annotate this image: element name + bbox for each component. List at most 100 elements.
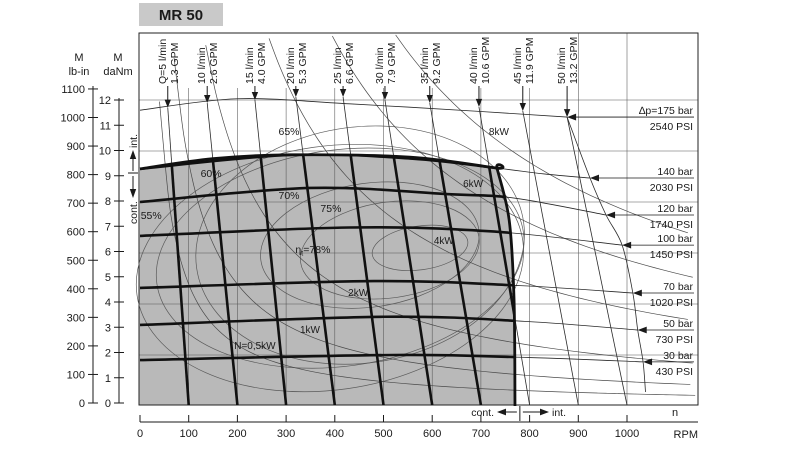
flow-arrow-head xyxy=(292,88,300,97)
lbin-tick-label: 900 xyxy=(67,141,85,153)
danm-tick-label: 9 xyxy=(105,171,111,183)
axis-header-danm-unit: daNm xyxy=(103,66,132,78)
pressure-label-psi: 730 PSI xyxy=(656,334,693,346)
flow-arrow-head xyxy=(519,102,526,111)
axis-header-lbin-m: M xyxy=(74,52,83,64)
power-label: 6kW xyxy=(463,179,484,190)
x-tick-label: 700 xyxy=(472,428,490,440)
danm-tick-label: 11 xyxy=(100,120,111,132)
pressure-label-bar: 30 bar xyxy=(663,350,693,362)
flow-label-lmin: 30 l/min xyxy=(374,47,386,84)
max-speed-envelope xyxy=(566,116,646,393)
danm-tick-label: 7 xyxy=(105,221,111,233)
flow-label-gpm: 13.2 GPM xyxy=(568,37,580,84)
flow-label-gpm: 1.3 GPM xyxy=(169,43,181,84)
flow-arrow-head xyxy=(381,92,389,100)
pressure-arrow-head xyxy=(637,326,647,334)
power-curve xyxy=(173,58,691,385)
lbin-tick-label: 400 xyxy=(67,284,85,296)
efficiency-label: 60% xyxy=(201,168,222,180)
x-tick-label: 200 xyxy=(228,428,246,440)
power-curve xyxy=(395,34,688,234)
pressure-label-psi: 1740 PSI xyxy=(650,219,693,231)
cont-region-fill xyxy=(139,154,515,406)
curve-labels: Q=5 l/min 1.3 GPM 10 l/min 2.6 GPM 15 l/min 4… xyxy=(141,37,694,378)
flow-label-lmin: 45 l/min xyxy=(512,47,524,84)
flow-label-lmin: 40 l/min xyxy=(468,47,480,84)
x-axis-unit: RPM xyxy=(674,429,698,441)
x-tick-label: 800 xyxy=(520,428,538,440)
pressure-label-bar: 50 bar xyxy=(663,318,693,330)
danm-tick-label: 8 xyxy=(105,196,111,208)
pressure-curve-cont xyxy=(139,226,515,247)
title-box xyxy=(139,3,223,26)
efficiency-contour xyxy=(135,143,524,393)
lbin-tick-label: 700 xyxy=(67,198,85,210)
x-axis-var: n xyxy=(672,407,678,419)
flow-label-lmin: 10 l/min xyxy=(196,47,208,84)
flow-line xyxy=(566,117,628,406)
danm-tick-label: 2 xyxy=(105,348,111,360)
power-curve xyxy=(268,38,688,320)
int-arrow-head xyxy=(540,408,549,416)
flow-line-cont xyxy=(205,154,239,406)
pressure-label-bar: 100 bar xyxy=(657,233,693,245)
efficiency-contour xyxy=(300,200,480,300)
x-tick-label: 900 xyxy=(569,428,587,440)
power-curve xyxy=(332,35,693,278)
pressure-label-bar: 70 bar xyxy=(663,281,693,293)
continuous-duty-region xyxy=(139,154,515,406)
lbin-tick-label: 1000 xyxy=(61,113,85,125)
flow-line-cont xyxy=(253,154,288,406)
lbin-tick-label: 1100 xyxy=(61,84,85,96)
flow-line-cont xyxy=(341,154,385,406)
pressure-arrow-head xyxy=(632,289,642,297)
power-label: 2kW xyxy=(348,288,369,299)
lbin-tick-label: 600 xyxy=(67,227,85,239)
x-tick-label: 0 xyxy=(137,428,143,440)
pressure-label-psi: 1450 PSI xyxy=(650,249,693,261)
region-boundary xyxy=(139,153,517,407)
lbin-tick-label: 500 xyxy=(67,255,85,267)
x-tick-label: 1000 xyxy=(615,428,639,440)
flow-arrow-head xyxy=(204,95,211,104)
axis-header-danm-m: M xyxy=(113,52,122,64)
power-label: 4kW xyxy=(434,236,455,247)
danm-tick-label: 0 xyxy=(105,398,111,410)
pressure-arrow-head xyxy=(643,358,653,366)
power-label: 1kW xyxy=(300,325,321,336)
x-tick-label: 500 xyxy=(374,428,392,440)
pressure-arrow-head xyxy=(606,211,616,219)
pressure-curve xyxy=(139,98,568,118)
lbin-tick-label: 0 xyxy=(79,398,85,410)
pressure-curve-cont xyxy=(139,186,515,217)
flow-label-lmin: Q=5 l/min xyxy=(157,39,169,84)
flow-arrow-head xyxy=(339,88,347,97)
danm-tick-label: 4 xyxy=(105,297,111,309)
flow-label-gpm: 4.0 GPM xyxy=(256,43,268,84)
flow-arrow-head xyxy=(563,109,571,118)
efficiency-contour xyxy=(371,224,469,271)
flow-arrow-head xyxy=(164,99,171,108)
pressure-arrow-head xyxy=(567,113,577,121)
lbin-tick-label: 300 xyxy=(67,312,85,324)
pressure-label-bar: 120 bar xyxy=(657,203,693,215)
flow-label-gpm: 9.2 GPM xyxy=(431,43,443,84)
x-tick-label: 300 xyxy=(277,428,295,440)
x-tick-label: 600 xyxy=(423,428,441,440)
flow-arrow-head xyxy=(251,92,259,100)
pressure-label-psi: 430 PSI xyxy=(656,366,693,378)
danm-tick-label: 6 xyxy=(105,247,111,259)
pressure-curve-cont xyxy=(139,279,515,295)
flow-arrow-head xyxy=(426,95,433,104)
power-curve xyxy=(205,45,693,364)
flow-label-gpm: 10.6 GPM xyxy=(480,37,492,84)
efficiency-contour xyxy=(155,147,525,369)
pressure-label-psi: 2540 PSI xyxy=(650,121,693,133)
flow-label-lmin: 35 l/min xyxy=(419,47,431,84)
flow-label-gpm: 7.9 GPM xyxy=(386,43,398,84)
power-label: 8kW xyxy=(489,127,510,138)
cont-down-arrow-head xyxy=(129,189,137,198)
efficiency-label: 65% xyxy=(279,126,300,138)
